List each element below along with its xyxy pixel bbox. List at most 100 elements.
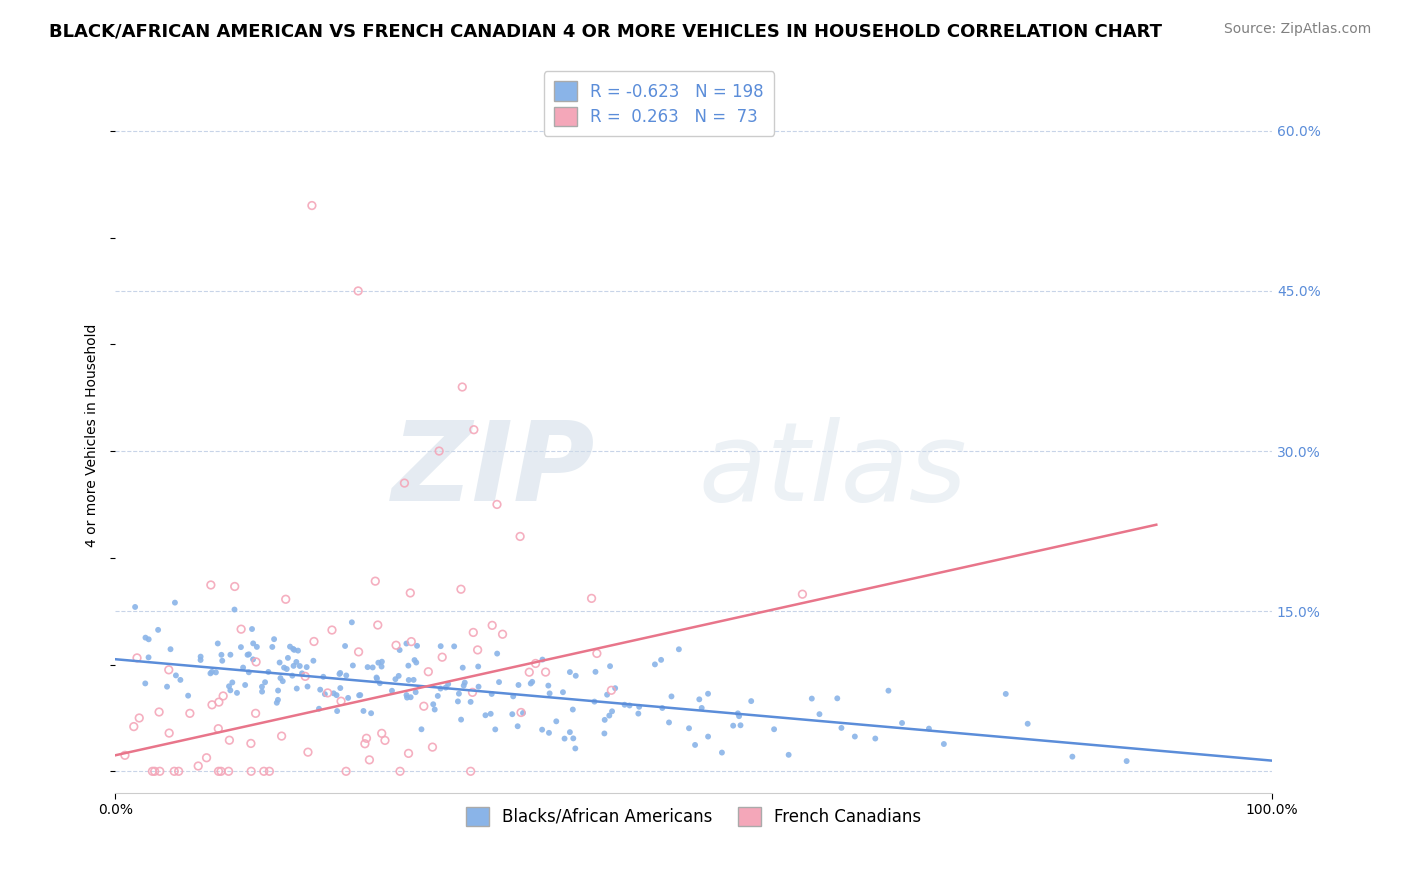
Point bbox=[491, 627, 513, 641]
Point bbox=[291, 666, 314, 681]
Point bbox=[690, 701, 713, 715]
Point bbox=[426, 689, 449, 703]
Point bbox=[359, 753, 381, 767]
Point bbox=[201, 698, 224, 712]
Point bbox=[163, 764, 186, 779]
Point bbox=[356, 731, 378, 746]
Point bbox=[558, 665, 581, 679]
Point bbox=[488, 675, 510, 690]
Point bbox=[730, 718, 752, 732]
Point bbox=[432, 650, 454, 665]
Point bbox=[364, 574, 387, 589]
Point bbox=[460, 764, 482, 779]
Point bbox=[367, 656, 389, 670]
Point bbox=[437, 677, 460, 691]
Point bbox=[347, 645, 370, 659]
Point bbox=[519, 676, 541, 690]
Point bbox=[325, 688, 347, 702]
Point bbox=[212, 689, 235, 703]
Point bbox=[463, 625, 485, 640]
Point bbox=[418, 665, 440, 679]
Point bbox=[124, 599, 146, 614]
Point bbox=[347, 689, 370, 703]
Point bbox=[337, 690, 360, 705]
Point bbox=[224, 579, 246, 593]
Point bbox=[273, 660, 295, 674]
Point bbox=[329, 681, 352, 695]
Point bbox=[388, 643, 411, 657]
Point bbox=[627, 706, 650, 721]
Point bbox=[558, 725, 581, 739]
Point bbox=[270, 729, 292, 743]
Point bbox=[406, 639, 429, 653]
Point bbox=[285, 681, 308, 696]
Point bbox=[138, 650, 160, 665]
Point bbox=[583, 695, 606, 709]
Point bbox=[370, 659, 392, 673]
Point bbox=[619, 698, 641, 713]
Point bbox=[593, 713, 616, 727]
Point bbox=[658, 715, 681, 730]
Point bbox=[808, 707, 831, 722]
Point bbox=[271, 674, 294, 689]
Point bbox=[360, 706, 382, 721]
Point bbox=[224, 602, 246, 616]
Text: ZIP: ZIP bbox=[392, 417, 595, 524]
Point bbox=[221, 675, 243, 690]
Point bbox=[141, 764, 163, 779]
Point bbox=[605, 681, 627, 696]
Point bbox=[389, 764, 412, 779]
Point bbox=[398, 747, 420, 761]
Point bbox=[740, 694, 762, 708]
Point bbox=[586, 647, 609, 661]
Point bbox=[485, 498, 508, 512]
Point bbox=[165, 668, 187, 682]
Point bbox=[481, 687, 503, 701]
Point bbox=[242, 652, 264, 666]
Point bbox=[1062, 749, 1084, 764]
Point bbox=[128, 711, 150, 725]
Point bbox=[335, 668, 357, 682]
Point bbox=[253, 764, 276, 779]
Point bbox=[349, 688, 371, 702]
Point bbox=[266, 696, 288, 710]
Point bbox=[581, 591, 603, 606]
Point bbox=[728, 709, 751, 723]
Point bbox=[474, 708, 496, 723]
Point bbox=[450, 582, 472, 597]
Legend: Blacks/African Americans, French Canadians: Blacks/African Americans, French Canadia… bbox=[457, 798, 929, 834]
Point bbox=[195, 751, 218, 765]
Point bbox=[388, 669, 411, 683]
Point bbox=[263, 632, 285, 647]
Point bbox=[240, 764, 263, 779]
Point bbox=[827, 691, 849, 706]
Point bbox=[335, 764, 357, 779]
Point bbox=[399, 586, 422, 600]
Point bbox=[554, 731, 576, 746]
Point bbox=[596, 688, 619, 702]
Text: atlas: atlas bbox=[699, 417, 967, 524]
Text: BLACK/AFRICAN AMERICAN VS FRENCH CANADIAN 4 OR MORE VEHICLES IN HOUSEHOLD CORREL: BLACK/AFRICAN AMERICAN VS FRENCH CANADIA… bbox=[49, 22, 1163, 40]
Point bbox=[330, 694, 353, 708]
Point bbox=[537, 726, 560, 740]
Point bbox=[721, 719, 744, 733]
Point bbox=[297, 745, 319, 759]
Point bbox=[644, 657, 666, 672]
Point bbox=[245, 655, 267, 669]
Point bbox=[994, 687, 1017, 701]
Point bbox=[534, 665, 557, 679]
Point bbox=[447, 687, 470, 701]
Point bbox=[157, 663, 180, 677]
Point bbox=[429, 681, 451, 696]
Point bbox=[209, 648, 232, 662]
Point bbox=[283, 658, 305, 673]
Point bbox=[232, 660, 254, 674]
Point bbox=[598, 708, 620, 723]
Y-axis label: 4 or more Vehicles in Household: 4 or more Vehicles in Household bbox=[86, 324, 100, 547]
Point bbox=[238, 648, 260, 662]
Point bbox=[281, 641, 304, 656]
Point bbox=[600, 683, 623, 698]
Point bbox=[169, 673, 191, 687]
Point bbox=[434, 681, 457, 695]
Point bbox=[354, 737, 377, 751]
